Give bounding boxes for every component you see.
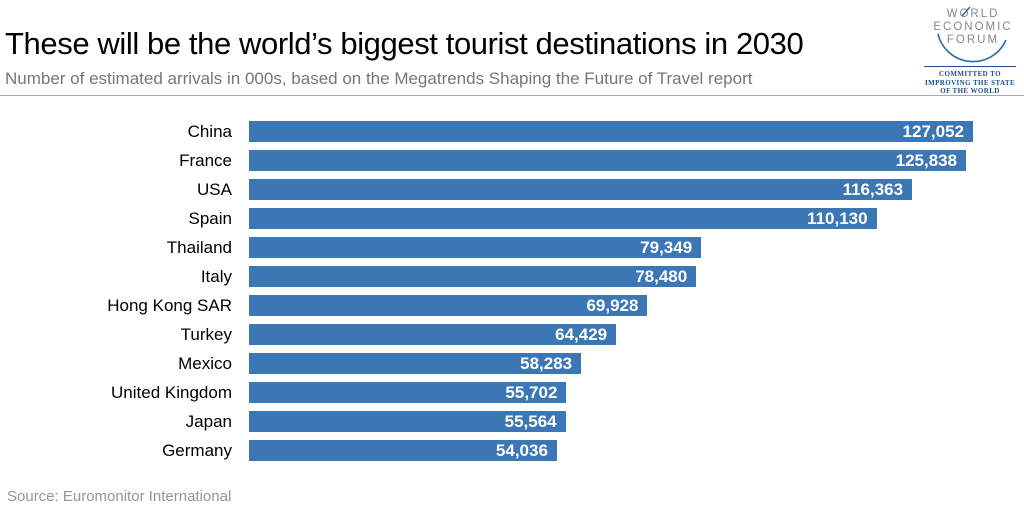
bar: 79,349 xyxy=(249,237,702,258)
bar-track: 58,283 xyxy=(249,353,973,374)
value-label: 116,363 xyxy=(842,179,904,199)
wef-logo-line2: ECONOMIC xyxy=(933,21,1012,33)
category-label: Thailand xyxy=(166,237,232,257)
wef-globe-slash-icon xyxy=(961,6,971,17)
bar-track: 116,363 xyxy=(249,179,973,200)
bar-track: 64,429 xyxy=(249,324,973,345)
category-label: Turkey xyxy=(180,324,232,344)
wef-logo-line1: WORLD xyxy=(947,8,1000,20)
chart-row: Spain 110,130 xyxy=(0,208,1024,229)
category-label: Italy xyxy=(200,266,232,286)
value-label: 78,480 xyxy=(635,266,688,286)
bar: 116,363 xyxy=(249,179,913,200)
source-note: Source: Euromonitor International xyxy=(7,488,232,505)
bar-track: 69,928 xyxy=(249,295,973,316)
chart-row: United Kingdom 55,702 xyxy=(0,382,1024,403)
category-label: USA xyxy=(197,179,232,199)
value-label: 55,702 xyxy=(505,382,558,402)
bar-track: 125,838 xyxy=(249,150,973,171)
chart-row: Thailand 79,349 xyxy=(0,237,1024,258)
chart-row: Turkey 64,429 xyxy=(0,324,1024,345)
chart-row: USA 116,363 xyxy=(0,179,1024,200)
bar: 55,702 xyxy=(249,382,567,403)
page-title: These will be the world’s biggest touris… xyxy=(5,26,804,61)
category-label: Germany xyxy=(162,440,232,460)
bar-track: 110,130 xyxy=(249,208,973,229)
bar: 54,036 xyxy=(249,440,557,461)
bar: 58,283 xyxy=(249,353,582,374)
header-divider xyxy=(0,95,1024,96)
bar: 69,928 xyxy=(249,295,648,316)
bar-chart: China 127,052 France 125,838 USA 116,363 Spain… xyxy=(0,121,1024,469)
value-label: 54,036 xyxy=(495,440,548,460)
value-label: 127,052 xyxy=(902,121,964,141)
category-label: Japan xyxy=(185,411,232,431)
category-label: Spain xyxy=(188,208,232,228)
wef-logo: WORLD ECONOMIC FORUM COMMITTED TO IMPROV… xyxy=(924,6,1016,96)
category-label: United Kingdom xyxy=(111,382,232,402)
value-label: 125,838 xyxy=(895,150,958,170)
bar: 125,838 xyxy=(249,150,967,171)
bar-track: 78,480 xyxy=(249,266,973,287)
chart-row: France 125,838 xyxy=(0,150,1024,171)
category-label: France xyxy=(179,150,232,170)
chart-row: Hong Kong SAR 69,928 xyxy=(0,295,1024,316)
bar-chart-rows: China 127,052 France 125,838 USA 116,363 Spain… xyxy=(0,121,1024,461)
category-label: Hong Kong SAR xyxy=(107,295,232,315)
bar-track: 55,702 xyxy=(249,382,973,403)
bar-track: 79,349 xyxy=(249,237,973,258)
wef-logo-mark: WORLD ECONOMIC FORUM xyxy=(933,6,1012,63)
bar: 110,130 xyxy=(249,208,877,229)
bar: 78,480 xyxy=(249,266,697,287)
chart-row: Germany 54,036 xyxy=(0,440,1024,461)
value-label: 64,429 xyxy=(555,324,608,344)
bar: 127,052 xyxy=(249,121,973,142)
wef-globe-arc-icon xyxy=(937,33,1007,63)
value-label: 79,349 xyxy=(640,237,693,257)
value-label: 58,283 xyxy=(520,353,573,373)
page-subtitle: Number of estimated arrivals in 000s, ba… xyxy=(5,69,753,88)
chart-row: Italy 78,480 xyxy=(0,266,1024,287)
chart-row: Japan 55,564 xyxy=(0,411,1024,432)
chart-row: China 127,052 xyxy=(0,121,1024,142)
value-label: 110,130 xyxy=(807,208,868,228)
bar: 55,564 xyxy=(249,411,566,432)
bar: 64,429 xyxy=(249,324,617,345)
category-label: China xyxy=(187,121,232,141)
chart-row: Mexico 58,283 xyxy=(0,353,1024,374)
wef-logo-line3: FORUM xyxy=(947,34,999,46)
bar-track: 54,036 xyxy=(249,440,973,461)
value-label: 55,564 xyxy=(504,411,557,431)
category-label: Mexico xyxy=(178,353,232,373)
bar-track: 55,564 xyxy=(249,411,973,432)
bar-track: 127,052 xyxy=(249,121,973,142)
wef-tagline: COMMITTED TO IMPROVING THE STATE OF THE … xyxy=(924,66,1016,96)
value-label: 69,928 xyxy=(586,295,639,315)
